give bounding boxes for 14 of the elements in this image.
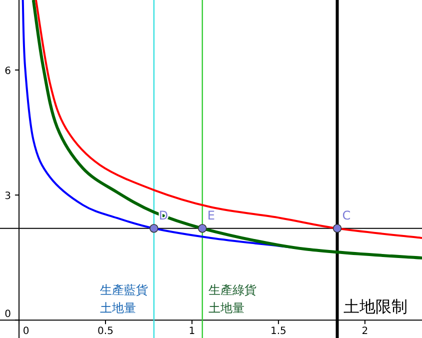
ref-line-label: 土地限制 xyxy=(343,297,408,316)
ref-line-label: 生產綠貨土地量 xyxy=(208,283,256,316)
y-tick-label: 3 xyxy=(4,191,12,202)
annotation: D xyxy=(158,208,168,222)
y-tick-label: 0 xyxy=(4,309,12,320)
x-tick-label: 1.5 xyxy=(270,326,286,338)
x-tick-label: 0.5 xyxy=(98,326,114,338)
x-tick-label: 2 xyxy=(362,326,368,338)
y-tick-label: 6 xyxy=(4,66,12,78)
ref-line-label: 生產藍貨土地量 xyxy=(100,283,148,316)
x-tick-label: 1 xyxy=(188,326,196,338)
x-tick-label: 0 xyxy=(22,326,30,338)
annotation: C xyxy=(342,208,351,222)
annotation: E xyxy=(207,208,215,222)
